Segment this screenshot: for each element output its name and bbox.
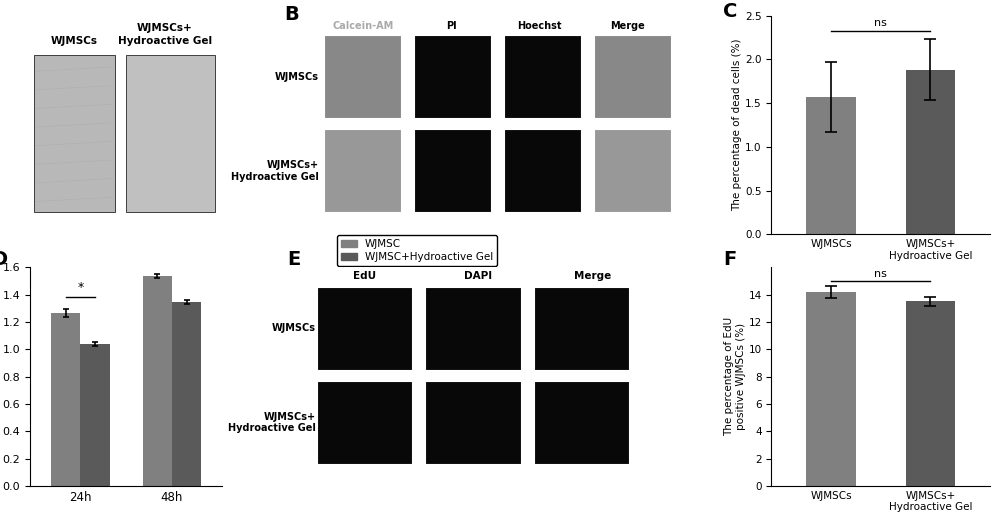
Bar [504,129,581,212]
Text: Merge: Merge [574,271,611,281]
Text: D: D [0,250,8,269]
Text: WJMSCs: WJMSCs [272,324,316,333]
Text: Hoechst: Hoechst [517,21,561,32]
Bar [906,70,955,234]
Bar [414,129,491,212]
Bar [51,313,80,486]
Text: ns: ns [874,269,887,279]
Text: B: B [284,5,299,24]
Bar [172,302,201,486]
Bar [594,35,671,118]
Text: DAPI: DAPI [464,271,493,281]
Y-axis label: The percentage of EdU
positive WJMSCs (%): The percentage of EdU positive WJMSCs (%… [724,317,746,436]
Bar [324,35,401,118]
Bar [126,55,215,212]
Text: Hydroactive Gel: Hydroactive Gel [118,36,212,46]
Bar [317,381,412,464]
Text: WJMSCs+
Hydroactive Gel: WJMSCs+ Hydroactive Gel [231,160,319,181]
Legend: WJMSC, WJMSC+Hydroactive Gel: WJMSC, WJMSC+Hydroactive Gel [337,235,497,266]
Text: WJMSCs: WJMSCs [275,72,319,82]
Bar [425,287,521,370]
Text: C: C [723,3,738,21]
Text: WJMSCs: WJMSCs [51,36,98,46]
Bar [80,344,110,486]
Bar [425,381,521,464]
Bar [806,292,856,486]
Bar [504,35,581,118]
Text: ns: ns [874,18,887,28]
Y-axis label: The percentage of dead cells (%): The percentage of dead cells (%) [732,39,742,211]
Text: EdU: EdU [353,271,376,281]
Bar [317,287,412,370]
Bar [324,129,401,212]
Text: PI: PI [446,21,456,32]
Bar [806,97,856,234]
Text: *: * [77,281,84,294]
Text: WJMSCs+
Hydroactive Gel: WJMSCs+ Hydroactive Gel [228,412,316,433]
Text: Calcein-AM: Calcein-AM [332,21,393,32]
Bar [534,381,629,464]
Bar [594,129,671,212]
Bar [414,35,491,118]
Bar [534,287,629,370]
Bar [906,301,955,486]
Text: F: F [723,250,737,269]
Text: WJMSCs+: WJMSCs+ [137,23,193,33]
Bar [143,276,172,486]
Text: E: E [288,250,301,269]
Text: Merge: Merge [610,21,645,32]
Bar [34,55,115,212]
